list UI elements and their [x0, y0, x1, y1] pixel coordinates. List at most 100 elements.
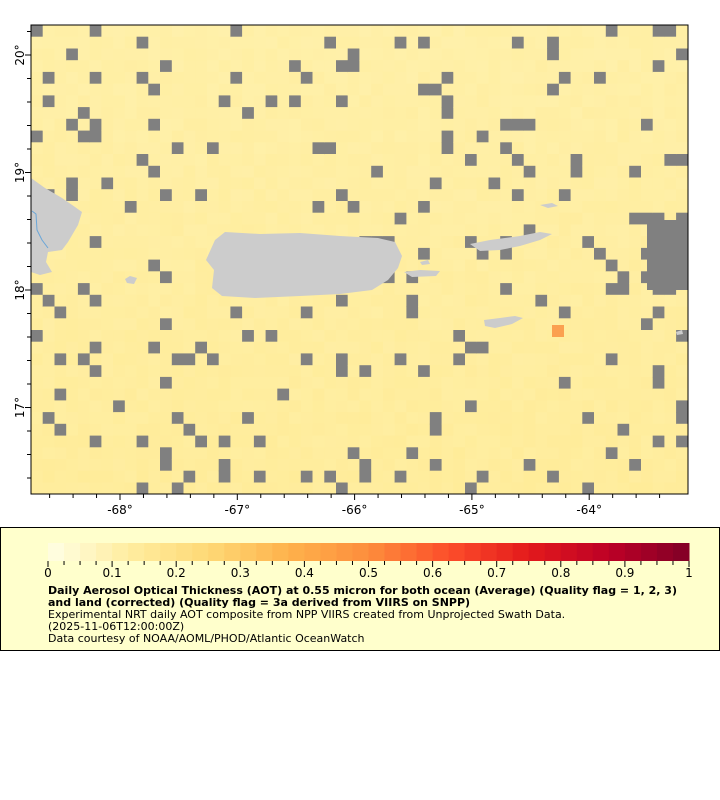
grid-cell	[641, 423, 654, 437]
grid-cell	[676, 435, 688, 448]
grid-cell	[277, 470, 290, 483]
grid-cell	[113, 283, 126, 296]
grid-cell	[582, 283, 595, 296]
grid-cell	[476, 118, 489, 132]
grid-cell	[558, 236, 572, 249]
grid-cell	[500, 447, 513, 460]
grid-cell	[183, 388, 196, 401]
grid-cell	[664, 482, 677, 495]
grid-cell	[511, 330, 525, 343]
grid-cell	[207, 318, 220, 331]
grid-cell	[66, 376, 79, 390]
grid-cell	[289, 60, 302, 73]
grid-cell	[136, 71, 149, 85]
colorbar-swatch	[448, 543, 466, 561]
grid-cell	[148, 83, 161, 96]
grid-cell	[66, 165, 79, 179]
grid-cell	[605, 294, 619, 308]
grid-cell	[441, 447, 454, 460]
grid-cell	[113, 165, 126, 179]
grid-cell	[511, 341, 525, 354]
grid-cell	[277, 177, 290, 190]
grid-cell	[582, 294, 595, 308]
grid-cell	[629, 341, 642, 354]
grid-cell	[582, 459, 595, 472]
grid-cell	[511, 25, 525, 38]
grid-cell	[66, 412, 79, 425]
grid-cell	[265, 165, 278, 179]
grid-cell	[605, 376, 619, 390]
grid-cell	[605, 71, 619, 85]
grid-cell	[89, 470, 102, 483]
grid-cell	[218, 423, 231, 437]
grid-cell	[406, 435, 419, 448]
grid-cell	[594, 130, 607, 143]
grid-cell	[324, 60, 337, 73]
grid-cell	[594, 423, 607, 437]
grid-cell	[652, 341, 665, 354]
grid-cell	[31, 71, 44, 85]
grid-cell	[312, 36, 325, 49]
grid-cell	[195, 224, 208, 237]
grid-cell	[265, 36, 278, 49]
grid-cell	[582, 107, 595, 120]
grid-cell	[664, 60, 677, 73]
grid-cell	[101, 470, 114, 483]
grid-cell	[511, 259, 525, 272]
grid-cell	[441, 48, 454, 61]
grid-cell	[230, 447, 243, 460]
grid-cell	[558, 130, 572, 143]
grid-cell	[394, 118, 407, 132]
grid-cell	[101, 154, 114, 167]
grid-cell	[523, 107, 536, 120]
grid-cell	[265, 25, 278, 38]
grid-cell	[265, 459, 278, 472]
grid-cell	[558, 95, 572, 108]
grid-cell	[664, 459, 677, 472]
grid-cell	[347, 447, 360, 460]
grid-cell	[641, 376, 654, 390]
grid-cell	[336, 154, 349, 167]
grid-cell	[89, 271, 102, 284]
grid-cell	[500, 165, 513, 179]
grid-cell	[289, 201, 302, 214]
grid-cell	[570, 247, 583, 261]
grid-cell	[676, 470, 688, 483]
grid-cell	[406, 459, 419, 472]
grid-cell	[312, 177, 325, 190]
grid-cell	[171, 189, 185, 202]
grid-cell	[406, 25, 419, 38]
grid-cell	[207, 107, 220, 120]
grid-cell	[605, 201, 619, 214]
colorbar-swatch	[560, 543, 578, 561]
grid-cell	[429, 83, 443, 96]
grid-cell	[382, 154, 396, 167]
grid-cell	[242, 294, 255, 308]
grid-cell	[500, 306, 513, 319]
grid-cell	[148, 330, 161, 343]
grid-cell	[300, 318, 314, 331]
grid-cell	[570, 118, 583, 132]
grid-cell	[124, 341, 138, 354]
grid-cell	[511, 376, 525, 390]
grid-cell	[570, 318, 583, 331]
grid-cell	[382, 447, 396, 460]
grid-cell	[289, 447, 302, 460]
grid-cell	[324, 294, 337, 308]
colorbar-swatch	[432, 543, 450, 561]
grid-cell	[336, 212, 349, 225]
grid-cell	[253, 154, 267, 167]
grid-cell	[465, 318, 478, 331]
grid-cell	[242, 83, 255, 96]
grid-cell	[535, 177, 548, 190]
grid-cell	[136, 400, 149, 413]
grid-cell	[535, 25, 548, 38]
grid-cell	[124, 412, 138, 425]
grid-cell	[101, 95, 114, 108]
grid-cell	[582, 165, 595, 179]
grid-cell	[336, 470, 349, 483]
grid-cell	[230, 376, 243, 390]
grid-cell	[230, 459, 243, 472]
grid-cell	[523, 95, 536, 108]
grid-cell	[488, 71, 501, 85]
